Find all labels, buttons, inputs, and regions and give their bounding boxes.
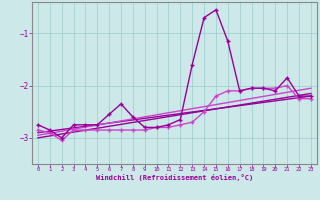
X-axis label: Windchill (Refroidissement éolien,°C): Windchill (Refroidissement éolien,°C) [96, 174, 253, 181]
